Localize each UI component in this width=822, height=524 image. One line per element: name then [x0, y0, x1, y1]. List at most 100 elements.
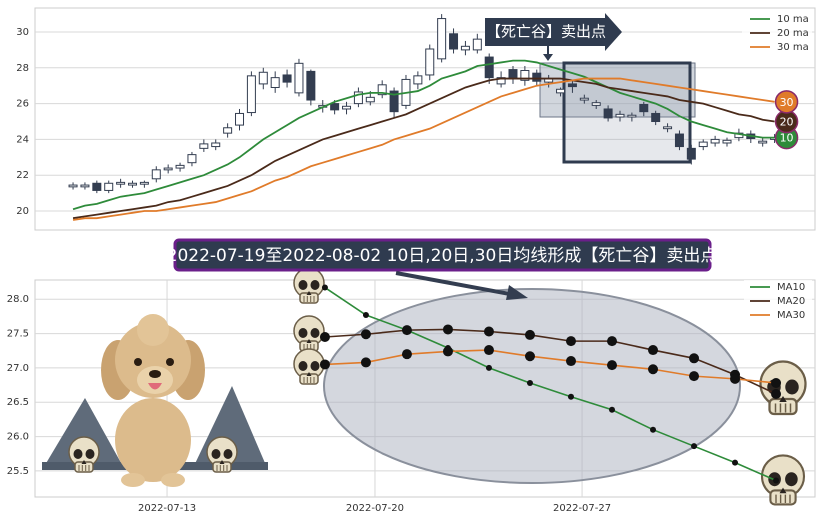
ma-point — [483, 326, 494, 337]
skull-icon — [206, 436, 238, 473]
ma-point — [648, 345, 659, 356]
dog-paw — [121, 473, 145, 487]
candle-body — [163, 167, 173, 171]
callout-banner — [485, 13, 622, 51]
bottom-chart: 25.5 26.0 26.5 27.0 27.5 28.0 2022-07-13 2022-0… — [7, 238, 815, 514]
dog-muzzle — [137, 366, 173, 394]
candle-body — [591, 102, 601, 106]
dog-tongue — [148, 383, 162, 390]
skull-eye — [73, 449, 83, 459]
candle-body — [472, 38, 482, 51]
ma-line — [324, 286, 777, 482]
skull-eye — [310, 361, 320, 371]
candle-body — [282, 74, 292, 83]
dog-paw — [161, 473, 185, 487]
ma-point — [691, 443, 698, 450]
title-text: 2022-07-19至2022-08-02 10日,20日,30日均线形成【死亡… — [167, 246, 718, 266]
ma-badge-label: 30 — [780, 96, 794, 109]
legend-label: MA20 — [777, 296, 805, 307]
candle-body — [579, 97, 589, 101]
x-tick-label: 2022-07-20 — [346, 503, 404, 514]
ma-point — [401, 349, 412, 360]
ma-point — [483, 345, 494, 356]
candle-body — [567, 83, 577, 88]
candle-body — [449, 33, 459, 50]
candle-body — [758, 140, 768, 144]
ma-point — [730, 373, 741, 384]
legend-label: 10 ma — [777, 14, 809, 25]
ma-point — [607, 360, 618, 371]
skull-nose — [219, 460, 225, 464]
candle-body — [460, 45, 470, 51]
ma-point — [485, 364, 492, 371]
ma-badge-label: 10 — [780, 132, 794, 145]
candle-body — [104, 182, 114, 191]
ma-point — [524, 351, 535, 362]
x-tick-label: 2022-07-13 — [138, 503, 196, 514]
candle-body — [556, 88, 566, 94]
mountain — [42, 398, 125, 470]
candle-body — [639, 103, 649, 113]
ma-point — [689, 353, 700, 364]
legend-box — [742, 10, 812, 58]
ma-line — [324, 349, 777, 384]
ma-point — [565, 356, 576, 367]
candle-body — [425, 48, 435, 76]
dog-body — [115, 398, 191, 482]
candle-body — [627, 114, 637, 118]
ma-point — [524, 329, 535, 340]
ma-point — [319, 359, 330, 370]
top-chart: 20 22 24 26 28 30 10 20 30 【死亡谷】卖出点 10 ma 20 ma 30 m… — [16, 10, 815, 221]
ma-point — [565, 336, 576, 347]
ma-point — [689, 371, 700, 382]
ma-point — [321, 284, 328, 291]
skull-nose — [779, 396, 787, 402]
ma-point — [442, 324, 453, 335]
skull-eye — [785, 472, 798, 487]
ma-badge-label: 20 — [780, 116, 794, 129]
skull-icon — [68, 436, 100, 473]
skull-eye — [85, 449, 95, 459]
y-tick-label: 20 — [16, 206, 29, 217]
title-banner — [173, 238, 712, 272]
candle-body — [532, 72, 542, 82]
candle-body — [365, 96, 375, 103]
ma-point — [609, 406, 616, 413]
candle-body — [235, 112, 245, 126]
ma-point — [771, 388, 782, 399]
candle-body — [187, 154, 197, 164]
ma-point — [650, 426, 657, 433]
candle-body — [520, 69, 530, 81]
ma-line — [72, 77, 775, 220]
candle-body — [722, 139, 732, 144]
ma-point — [771, 378, 782, 389]
candle-body — [92, 182, 102, 191]
ma-point — [526, 380, 533, 387]
candle-body — [330, 103, 340, 111]
skull-eye — [298, 280, 308, 290]
candle-body — [437, 18, 447, 60]
y-tick-label: 26 — [16, 99, 29, 110]
skull-nose — [306, 372, 312, 376]
ma-point — [360, 357, 371, 368]
y-tick-label: 24 — [16, 134, 29, 145]
y-tick-label: 28 — [16, 63, 29, 74]
candle-body — [603, 108, 613, 119]
skull-eye — [310, 328, 320, 338]
dog-nose — [149, 370, 161, 378]
top-plot-frame — [34, 7, 816, 231]
skull-eye — [310, 280, 320, 290]
y-tick-label: 26.5 — [7, 397, 29, 408]
skull-nose — [306, 339, 312, 343]
skull-eye — [785, 379, 799, 395]
candle-body — [258, 71, 268, 85]
x-tick-label: 2022-07-27 — [553, 503, 611, 514]
y-tick-label: 28.0 — [7, 294, 29, 305]
candle-body — [199, 143, 209, 149]
banner-arrow — [395, 271, 516, 297]
y-tick-label: 25.5 — [7, 466, 29, 477]
ma-point — [567, 393, 574, 400]
ma-line — [324, 328, 777, 395]
ma-line — [72, 59, 775, 211]
